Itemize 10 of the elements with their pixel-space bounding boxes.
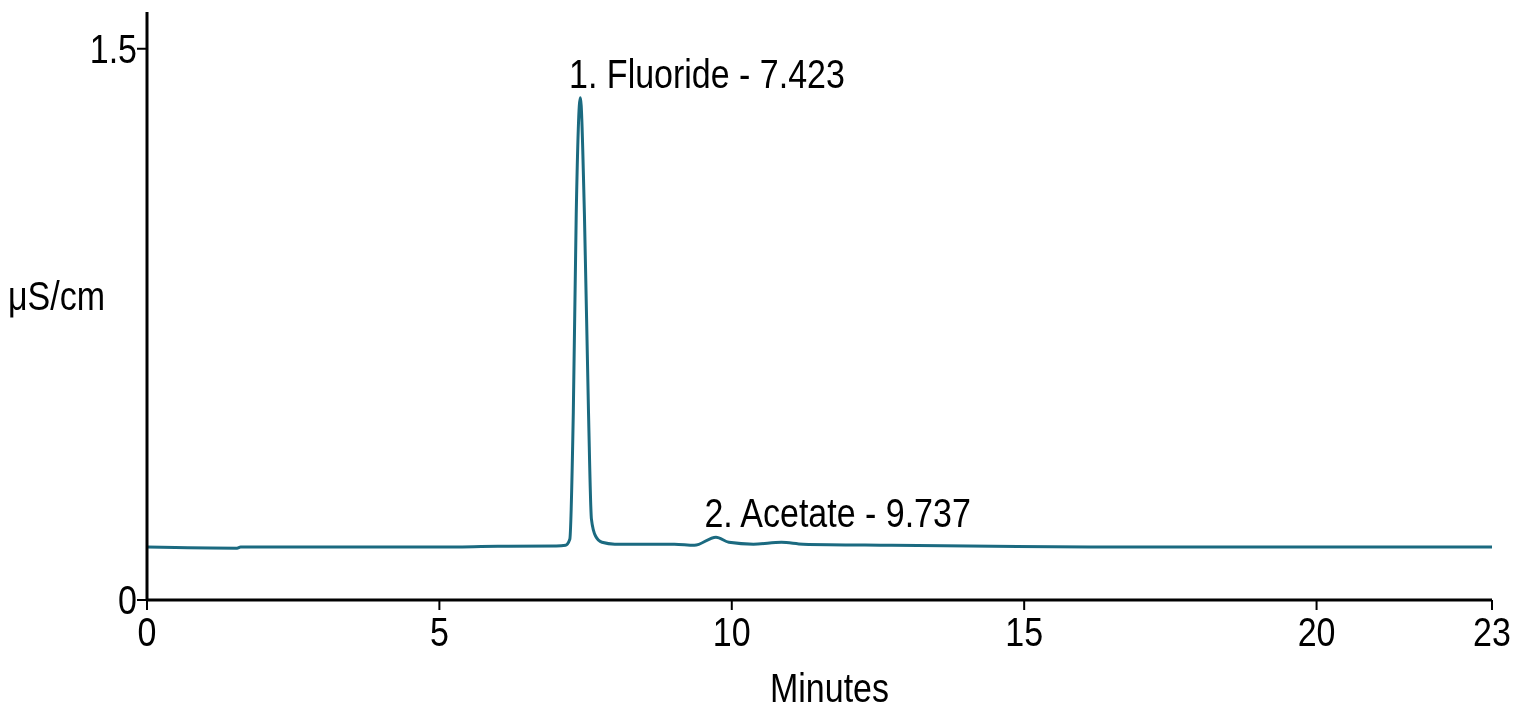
x-tick-label: 10	[712, 609, 751, 655]
x-tick-label: 20	[1297, 609, 1336, 655]
x-tick-label: 5	[429, 609, 449, 655]
x-axis-title: Minutes	[769, 665, 890, 711]
x-tick-label: 15	[1005, 609, 1044, 655]
annotation: 1. Fluoride - 7.423	[569, 50, 845, 97]
y-axis-title: μS/cm	[8, 273, 106, 319]
x-tick-label: 23	[1473, 609, 1511, 655]
y-tick-label: 1.5	[89, 26, 137, 72]
annotation: 2. Acetate - 9.737	[704, 490, 971, 536]
